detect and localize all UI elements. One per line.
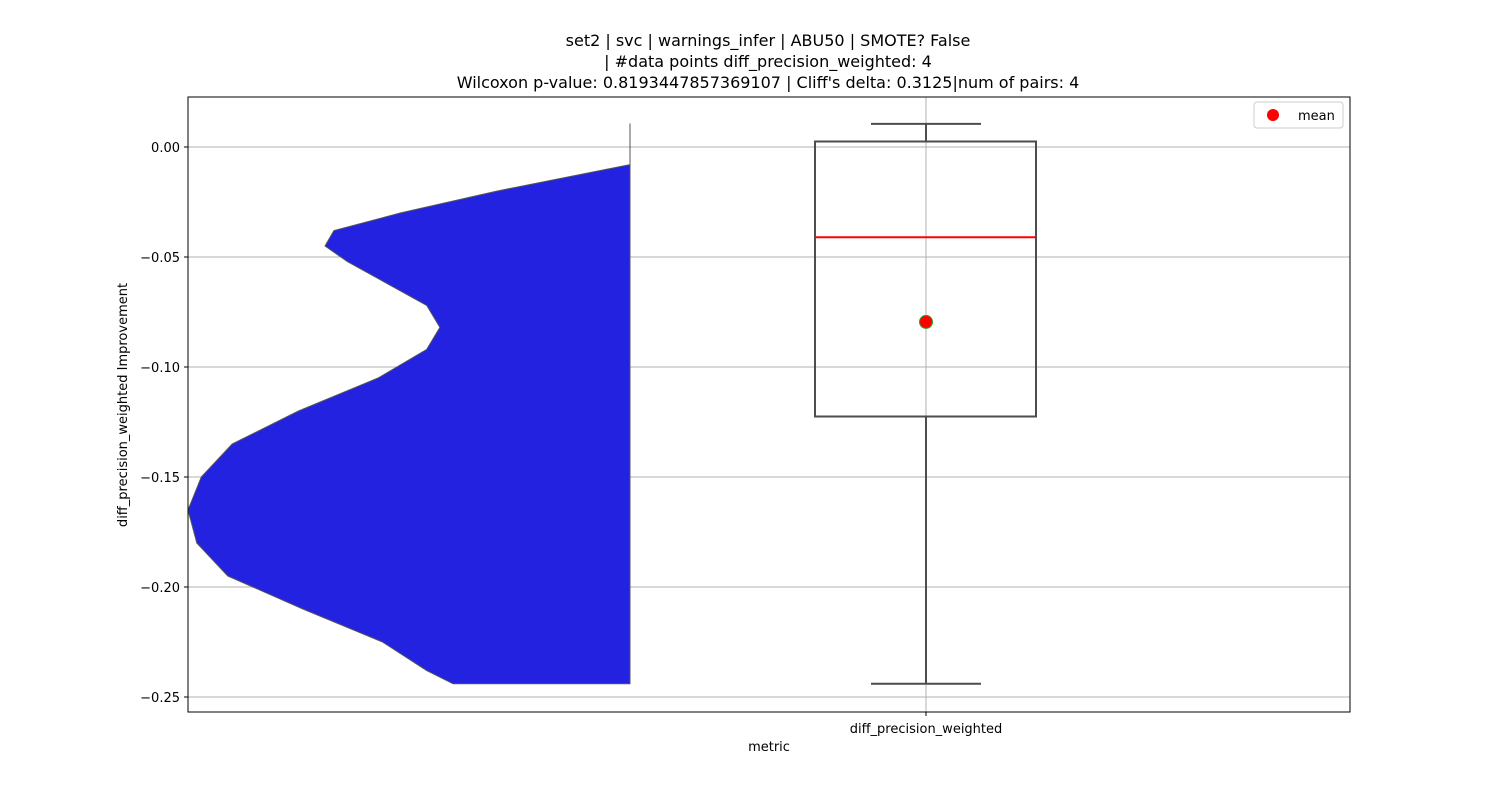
y-axis-label: diff_precision_weighted Improvement [116, 283, 131, 527]
violin [0, 97, 631, 712]
title-line-3: Wilcoxon p-value: 0.8193447857369107 | C… [457, 73, 1080, 92]
box-iqr [814, 140, 1037, 418]
y-tick-label: −0.25 [140, 691, 180, 706]
violin-body [187, 123, 631, 685]
mean-marker [919, 314, 933, 329]
y-tick-label: −0.10 [140, 361, 180, 376]
title-line-2: | #data points diff_precision_weighted: … [604, 52, 932, 72]
legend-mean-label: mean [1298, 109, 1335, 124]
box-plot [814, 122, 1037, 685]
x-axis-ticks: diff_precision_weighted [850, 712, 1003, 737]
x-tick-label: diff_precision_weighted [850, 722, 1003, 737]
y-tick-label: −0.15 [140, 471, 180, 486]
x-axis-label: metric [748, 740, 790, 755]
legend: mean [1253, 101, 1344, 129]
plot-frame [187, 96, 1351, 713]
title-line-1: set2 | svc | warnings_infer | ABU50 | SM… [566, 31, 971, 51]
chart-title: set2 | svc | warnings_infer | ABU50 | SM… [457, 31, 1080, 92]
y-tick-label: −0.20 [140, 581, 180, 596]
legend-mean-marker [1267, 109, 1279, 121]
legend-frame [1253, 101, 1344, 129]
violin-clip-mask [0, 97, 188, 712]
y-tick-label: 0.00 [151, 141, 180, 156]
y-axis-ticks: 0.00 −0.05 −0.10 −0.15 −0.20 −0.25 [140, 141, 188, 706]
y-tick-label: −0.05 [140, 251, 180, 266]
